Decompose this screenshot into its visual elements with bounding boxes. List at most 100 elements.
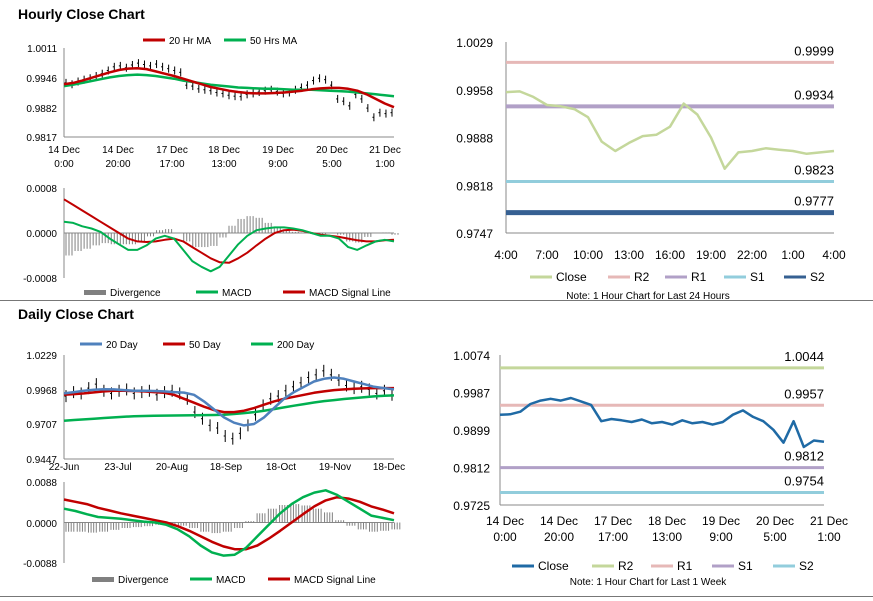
daily-legend-divergence-swatch xyxy=(92,577,114,582)
daily-level-r1-label: 0.9957 xyxy=(784,386,824,401)
daily-price-xtick: 20-Aug xyxy=(156,462,188,473)
hourly-levels-note: Note: 1 Hour Chart for Last 24 Hours xyxy=(566,291,729,302)
daily-levels-xtick: 13:00 xyxy=(652,530,682,544)
daily-ma20-line xyxy=(63,376,395,427)
daily-levels-xtick: 1:00 xyxy=(817,530,841,544)
hourly-price-xtick: 5:00 xyxy=(322,159,342,170)
hourly-levels-legend-s1-label: S1 xyxy=(750,270,765,284)
hourly-level-s2-label: 0.9777 xyxy=(794,194,834,209)
hourly-price-xtick: 14 Dec xyxy=(102,145,134,156)
daily-levels-xtick: 21 Dec xyxy=(810,514,848,528)
hourly-price-xtick: 20:00 xyxy=(105,159,130,170)
hourly-legend-divergence-label: Divergence xyxy=(110,288,161,299)
hourly-price-xtick: 13:00 xyxy=(211,159,236,170)
daily-levels-legend-s1-label: S1 xyxy=(738,559,753,573)
hourly-levels-legend-close-label: Close xyxy=(556,270,587,284)
hourly-price-xtick: 21 Dec xyxy=(369,145,401,156)
daily-legend-ma200-label: 200 Day xyxy=(277,340,314,351)
bottom-divider xyxy=(0,596,873,597)
hourly-levels-xtick: 1:00 xyxy=(781,248,805,262)
hourly-levels-legend-s2-label: S2 xyxy=(810,270,825,284)
daily-levels-ytick: 0.9725 xyxy=(453,499,490,513)
hourly-levels-xtick: 4:00 xyxy=(494,248,518,262)
hourly-level-r2-label: 0.9999 xyxy=(794,43,834,58)
daily-levels-legend-close-label: Close xyxy=(538,559,569,573)
daily-levels-note: Note: 1 Hour Chart for Last 1 Week xyxy=(570,577,728,588)
daily-levels-xtick: 20 Dec xyxy=(756,514,794,528)
hourly-price-xtick: 9:00 xyxy=(268,159,288,170)
daily-legend-macd-label: MACD xyxy=(216,575,245,586)
daily-section-title: Daily Close Chart xyxy=(18,306,134,322)
hourly-level-r1-label: 0.9934 xyxy=(794,87,834,102)
hourly-levels-xtick: 22:00 xyxy=(737,248,767,262)
daily-legend-signal-label: MACD Signal Line xyxy=(294,575,376,586)
hourly-legend-ma20-label: 20 Hr MA xyxy=(169,36,212,47)
hourly-levels-legend-r2-label: R2 xyxy=(634,270,650,284)
hourly-levels-ytick: 0.9888 xyxy=(456,132,493,146)
hourly-levels-xtick: 16:00 xyxy=(655,248,685,262)
daily-levels-xtick: 0:00 xyxy=(493,530,517,544)
hourly-close-line xyxy=(505,90,835,170)
daily-macd-chart: 0.0088 0.0000 -0.0088 Divergence MACD MACD Si… xyxy=(23,478,401,586)
hourly-macd-line xyxy=(63,220,395,273)
hourly-levels-ytick: 0.9818 xyxy=(456,179,493,193)
daily-price-xtick: 23-Jul xyxy=(104,462,131,473)
daily-levels-xtick: 14 Dec xyxy=(540,514,578,528)
daily-price-xtick: 22-Jun xyxy=(49,462,80,473)
hourly-price-xtick: 0:00 xyxy=(54,159,74,170)
daily-macd-ytick: 0.0088 xyxy=(26,478,57,489)
daily-levels-xtick: 18 Dec xyxy=(648,514,686,528)
hourly-price-ytick: 0.9817 xyxy=(26,133,57,144)
daily-levels-xtick: 9:00 xyxy=(709,530,733,544)
hourly-price-xtick: 18 Dec xyxy=(208,145,240,156)
daily-price-xtick: 18-Dec xyxy=(373,462,405,473)
daily-levels-legend-r1-label: R1 xyxy=(677,559,693,573)
daily-levels-ytick: 0.9987 xyxy=(453,387,490,401)
hourly-price-xtick: 14 Dec xyxy=(48,145,80,156)
hourly-price-ytick: 0.9882 xyxy=(26,104,57,115)
daily-levels-ytick: 0.9899 xyxy=(453,424,490,438)
daily-levels-xtick: 20:00 xyxy=(544,530,574,544)
hourly-price-xtick: 17 Dec xyxy=(156,145,188,156)
hourly-price-xtick: 20 Dec xyxy=(316,145,348,156)
daily-legend-ma50-label: 50 Day xyxy=(189,340,221,351)
daily-levels-xtick: 17 Dec xyxy=(594,514,632,528)
hourly-levels-ytick: 1.0029 xyxy=(456,36,493,50)
hourly-levels-legend-r1-label: R1 xyxy=(691,270,707,284)
hourly-legend-ma50-label: 50 Hrs MA xyxy=(250,36,298,47)
hourly-legend-divergence-swatch xyxy=(84,290,106,295)
daily-level-r2-label: 1.0044 xyxy=(784,349,824,364)
daily-price-xtick: 18-Oct xyxy=(266,462,296,473)
hourly-price-ytick: 1.0011 xyxy=(27,44,57,55)
daily-ma200-line xyxy=(63,394,395,422)
hourly-levels-xtick: 13:00 xyxy=(614,248,644,262)
daily-level-s1-label: 0.9812 xyxy=(784,449,824,464)
hourly-legend-macd-label: MACD xyxy=(222,288,251,299)
daily-levels-legend-s2-label: S2 xyxy=(799,559,814,573)
daily-legend-divergence-label: Divergence xyxy=(118,575,169,586)
daily-price-ytick: 1.0229 xyxy=(26,351,57,362)
hourly-levels-ytick: 0.9747 xyxy=(456,227,493,241)
daily-levels-ytick: 1.0074 xyxy=(453,349,490,363)
daily-close-line xyxy=(499,396,825,449)
daily-macd-ytick: -0.0088 xyxy=(23,559,57,570)
hourly-levels-xtick: 10:00 xyxy=(573,248,603,262)
hourly-macd-signal-line xyxy=(63,198,395,264)
hourly-price-ytick: 0.9946 xyxy=(26,74,57,85)
daily-levels-ytick: 0.9812 xyxy=(453,462,490,476)
hourly-price-xtick: 1:00 xyxy=(375,159,395,170)
hourly-ma50-line xyxy=(63,73,395,98)
hourly-macd-ytick: 0.0008 xyxy=(26,184,57,195)
daily-levels-chart: 1.0074 0.9987 0.9899 0.9812 0.9725 14 Dec 0:00… xyxy=(453,349,848,588)
hourly-macd-chart: 0.0008 0.0000 -0.0008 Divergence MACD MACD Si… xyxy=(23,184,399,299)
daily-price-ytick: 0.9968 xyxy=(26,386,57,397)
hourly-macd-ytick: 0.0000 xyxy=(26,229,57,240)
daily-levels-xtick: 19 Dec xyxy=(702,514,740,528)
hourly-levels-xtick: 4:00 xyxy=(822,248,846,262)
section-divider xyxy=(0,300,873,301)
daily-price-ytick: 0.9447 xyxy=(26,455,57,466)
hourly-price-xtick: 19 Dec xyxy=(262,145,294,156)
